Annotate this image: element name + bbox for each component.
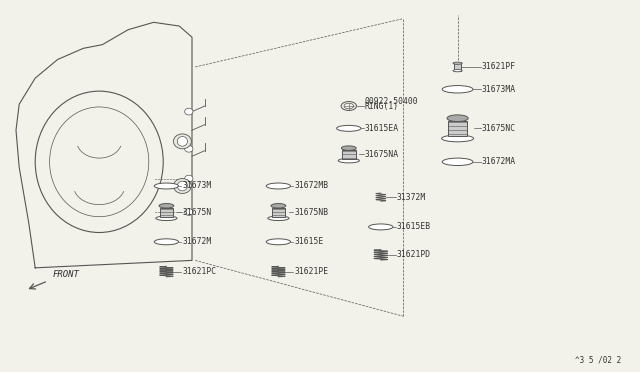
Text: 31621PE: 31621PE [294, 267, 328, 276]
Text: 31615EA: 31615EA [365, 124, 399, 133]
Ellipse shape [442, 158, 473, 166]
Ellipse shape [447, 115, 468, 122]
Text: 31372M: 31372M [397, 193, 426, 202]
Ellipse shape [271, 203, 286, 208]
Ellipse shape [369, 224, 393, 230]
Text: 31621PF: 31621PF [482, 62, 516, 71]
Text: 31621PC: 31621PC [182, 267, 216, 276]
Text: 31675NB: 31675NB [294, 208, 328, 217]
Ellipse shape [453, 62, 462, 64]
Text: 31672MB: 31672MB [294, 182, 328, 190]
Ellipse shape [442, 86, 473, 93]
Bar [160, 208, 173, 217]
Bar [342, 150, 356, 159]
Ellipse shape [337, 125, 361, 131]
Ellipse shape [184, 175, 193, 182]
Text: 31673MA: 31673MA [482, 85, 516, 94]
Text: 31675NA: 31675NA [365, 150, 399, 159]
Text: 31672MA: 31672MA [482, 157, 516, 166]
Text: FRONT: FRONT [52, 270, 79, 279]
Bar [454, 63, 461, 71]
Ellipse shape [442, 135, 474, 142]
Ellipse shape [173, 179, 191, 193]
Ellipse shape [184, 209, 193, 215]
Ellipse shape [177, 181, 188, 191]
Ellipse shape [156, 216, 177, 221]
Ellipse shape [339, 158, 360, 163]
Text: 31621PD: 31621PD [397, 250, 431, 259]
Ellipse shape [159, 203, 174, 208]
Ellipse shape [154, 239, 179, 245]
Ellipse shape [266, 239, 291, 245]
Text: 31615EB: 31615EB [397, 222, 431, 231]
Text: 31675NC: 31675NC [482, 124, 516, 133]
Ellipse shape [453, 70, 462, 72]
Text: 31673M: 31673M [182, 182, 212, 190]
Ellipse shape [177, 137, 188, 146]
Text: RING(1): RING(1) [365, 102, 399, 110]
Text: 31615E: 31615E [294, 237, 324, 246]
Ellipse shape [266, 183, 291, 189]
Ellipse shape [184, 145, 193, 152]
Text: 31672M: 31672M [182, 237, 212, 246]
Ellipse shape [341, 146, 356, 150]
Ellipse shape [268, 216, 289, 221]
Bar [272, 208, 285, 217]
Bar [448, 121, 467, 136]
Ellipse shape [154, 183, 179, 189]
Ellipse shape [184, 108, 193, 115]
Text: 31675N: 31675N [182, 208, 212, 217]
Text: ^3 5 /02 2: ^3 5 /02 2 [575, 356, 621, 365]
Text: 00922-50400: 00922-50400 [365, 97, 419, 106]
Ellipse shape [173, 134, 191, 149]
